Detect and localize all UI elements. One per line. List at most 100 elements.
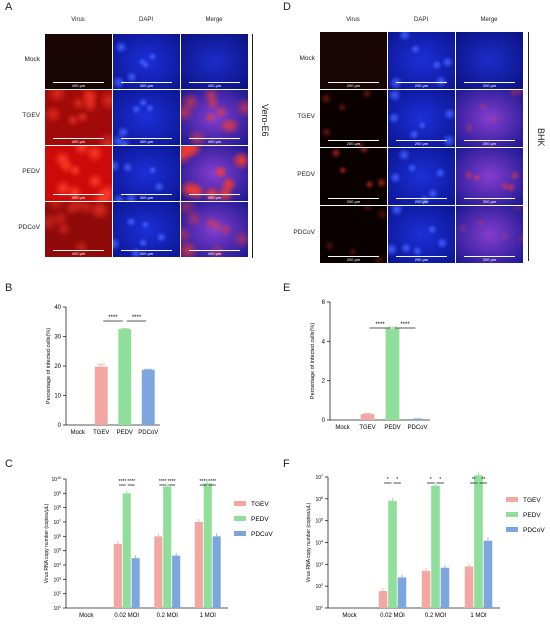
bar-pdcov: [483, 540, 493, 608]
y-axis-label: Percentage of infected cells(%): [310, 323, 316, 399]
x-tick-label: TGEV: [93, 430, 109, 436]
bar-pdcov: [212, 536, 221, 608]
y-tick-label: 103: [315, 561, 323, 568]
column-header-merge: Merge: [480, 17, 498, 23]
significance-label: ****: [400, 322, 410, 328]
y-axis-label: Virus RNA copy number (copies/μL): [306, 502, 312, 582]
micrograph-pdcov-dapi: 400 μm: [112, 201, 181, 258]
bar-pedv: [385, 328, 400, 420]
legend-label-pdcov: PDCoV: [251, 531, 273, 538]
scale-label: 400 μm: [139, 83, 154, 88]
x-tick-label: Mock: [342, 613, 357, 619]
x-tick-label: Mock: [335, 425, 350, 431]
column-header-dapi: DAPI: [413, 17, 428, 23]
significance-label: ****: [108, 315, 118, 321]
scale-label: 400 μm: [207, 83, 222, 88]
scale-bar: [53, 194, 104, 195]
micrograph-mock-merge: 200 μm: [455, 31, 524, 90]
y-tick-label: 0: [322, 418, 326, 424]
bar-pedv: [474, 475, 483, 608]
scale-label: 200 μm: [482, 141, 497, 146]
micrograph-tgev-virus: 200 μm: [319, 89, 388, 148]
column-header-dapi: DAPI: [138, 17, 153, 23]
x-tick-label: TGEV: [359, 425, 375, 431]
significance-label: *: [439, 477, 441, 483]
scale-label: 200 μm: [482, 257, 497, 262]
micrograph-pedv-dapi: 400 μm: [112, 145, 181, 202]
significance-label: ****: [118, 479, 126, 485]
scale-bar: [53, 138, 104, 139]
bar-tgev: [94, 366, 108, 425]
y-tick-label: 104: [53, 562, 61, 569]
scale-bar: [53, 250, 104, 251]
micrograph-mock-dapi: 200 μm: [387, 31, 456, 90]
row-label-mock: Mock: [299, 55, 315, 62]
scale-label: 200 μm: [346, 199, 361, 204]
bar-tgev: [194, 522, 203, 608]
bar-pedv: [122, 493, 131, 608]
bar-pdcov: [131, 558, 140, 608]
bar-tgev: [464, 566, 474, 608]
scale-bar: [396, 140, 447, 141]
scale-bar: [328, 140, 379, 141]
significance-label: **: [472, 477, 476, 483]
panel-b-letter: B: [5, 282, 13, 294]
row-label-pdcov: PDCoV: [293, 229, 315, 236]
scale-label: 400 μm: [71, 251, 86, 256]
chart-b: 0 10 20 30 40 Percentage of infected cells(%)…: [46, 305, 160, 436]
scale-label: 200 μm: [346, 257, 361, 262]
y-tick-label: 109: [53, 490, 61, 497]
y-tick-label: 10: [54, 394, 61, 400]
bar-pdcov: [440, 567, 450, 608]
y-tick-label: 101: [315, 605, 323, 612]
scale-bar: [328, 256, 379, 257]
scale-label: 200 μm: [346, 83, 361, 88]
micrograph-mock-dapi: 400 μm: [112, 33, 181, 90]
scale-bar: [396, 256, 447, 257]
y-tick-label: 0: [58, 423, 62, 429]
scale-bar: [464, 256, 515, 257]
y-tick-label: 30: [54, 335, 61, 341]
micrograph-pdcov-virus: 200 μm: [319, 205, 388, 264]
y-tick-label: 102: [315, 583, 323, 590]
micrograph-tgev-virus: 400 μm: [44, 89, 113, 146]
panel-c-letter: C: [5, 458, 13, 470]
scale-label: 200 μm: [414, 257, 429, 262]
x-tick-label: 1 MOI: [470, 613, 487, 619]
y-tick-label: 106: [315, 496, 323, 503]
scale-bar: [328, 198, 379, 199]
scale-bar: [464, 198, 515, 199]
legend-label-pedv: PEDV: [523, 512, 541, 519]
micrograph-tgev-merge: 200 μm: [455, 89, 524, 148]
bar-pdcov: [172, 555, 181, 608]
y-tick-label: 4: [322, 339, 326, 345]
bar-tgev: [378, 591, 388, 608]
scale-bar: [121, 138, 172, 139]
x-tick-label: PDCoV: [407, 425, 427, 431]
micrograph-mock-virus: 200 μm: [319, 31, 388, 90]
significance-label: ****: [127, 479, 135, 485]
micrograph-tgev-merge: 400 μm: [180, 89, 249, 146]
y-tick-label: 106: [53, 533, 61, 540]
micrograph-pedv-dapi: 200 μm: [387, 147, 456, 206]
x-tick-label: 0.2 MOI: [157, 613, 179, 619]
bar-tgev: [360, 414, 375, 420]
micrograph-pdcov-merge: 200 μm: [455, 205, 524, 264]
y-tick-label: 6: [322, 300, 326, 306]
legend-label-tgev: TGEV: [523, 497, 541, 504]
bar-pedv: [431, 485, 440, 608]
scale-bar: [189, 194, 240, 195]
panel-a-letter: A: [5, 1, 13, 13]
bar-tgev: [154, 536, 163, 608]
scale-label: 400 μm: [71, 139, 86, 144]
panel-a-bracket: [252, 34, 253, 258]
chart-e: 0 2 4 6 Percentage of infected cells(%) Mock T…: [310, 300, 430, 431]
x-tick-label: Mock: [71, 430, 86, 436]
legend-swatch-pdcov: [506, 527, 518, 532]
bar-pedv: [203, 483, 212, 608]
panel-e-letter: E: [283, 282, 291, 294]
row-label-pdcov: PDCoV: [18, 224, 40, 231]
scale-label: 400 μm: [71, 83, 86, 88]
x-tick-label: 0.02 MOI: [380, 613, 405, 619]
bar-pedv: [163, 486, 172, 608]
